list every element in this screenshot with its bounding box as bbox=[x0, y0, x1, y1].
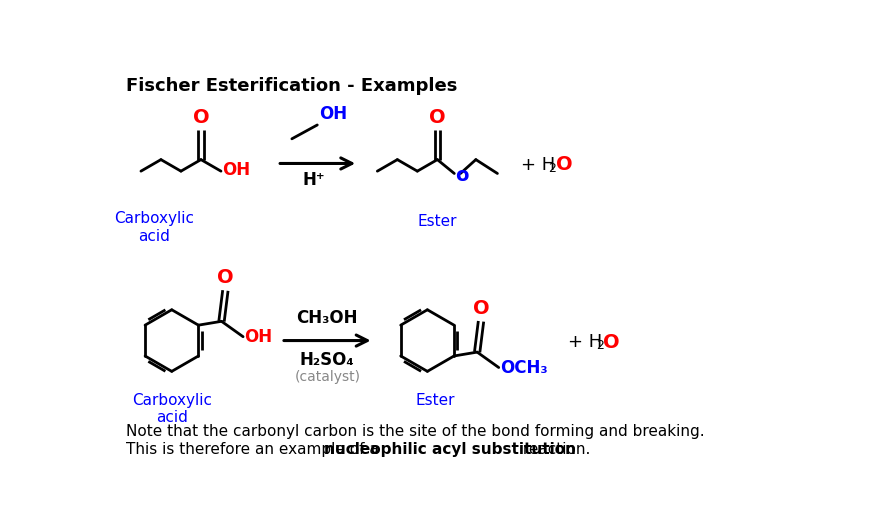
Text: O: O bbox=[473, 299, 490, 318]
Text: 2: 2 bbox=[596, 338, 604, 352]
Text: Carboxylic
acid: Carboxylic acid bbox=[114, 211, 194, 243]
Text: This is therefore an example of a: This is therefore an example of a bbox=[125, 442, 383, 457]
Text: OCH₃: OCH₃ bbox=[500, 359, 548, 376]
Text: O: O bbox=[556, 156, 573, 174]
Text: O: O bbox=[217, 268, 234, 287]
Text: Fischer Esterification - Examples: Fischer Esterification - Examples bbox=[125, 77, 457, 95]
Text: CH₃OH: CH₃OH bbox=[297, 309, 358, 327]
Text: H₂SO₄: H₂SO₄ bbox=[300, 351, 355, 370]
Text: H⁺: H⁺ bbox=[302, 171, 325, 189]
Text: O: O bbox=[193, 108, 209, 127]
Text: OH: OH bbox=[244, 328, 272, 346]
Text: OH: OH bbox=[319, 105, 347, 122]
Text: + H: + H bbox=[568, 333, 603, 351]
Text: Ester: Ester bbox=[418, 213, 457, 229]
Text: O: O bbox=[604, 333, 620, 352]
Text: o: o bbox=[455, 165, 469, 184]
Text: nucleophilic acyl substitution: nucleophilic acyl substitution bbox=[324, 442, 576, 457]
Text: Carboxylic
acid: Carboxylic acid bbox=[131, 393, 212, 426]
Text: 2: 2 bbox=[548, 162, 556, 175]
Text: Note that the carbonyl carbon is the site of the bond forming and breaking.: Note that the carbonyl carbon is the sit… bbox=[125, 423, 704, 439]
Text: + H: + H bbox=[520, 156, 555, 174]
Text: (catalyst): (catalyst) bbox=[294, 370, 360, 384]
Text: Ester: Ester bbox=[415, 393, 455, 408]
Text: OH: OH bbox=[223, 161, 251, 178]
Text: O: O bbox=[429, 108, 446, 127]
Text: reaction.: reaction. bbox=[518, 442, 590, 457]
